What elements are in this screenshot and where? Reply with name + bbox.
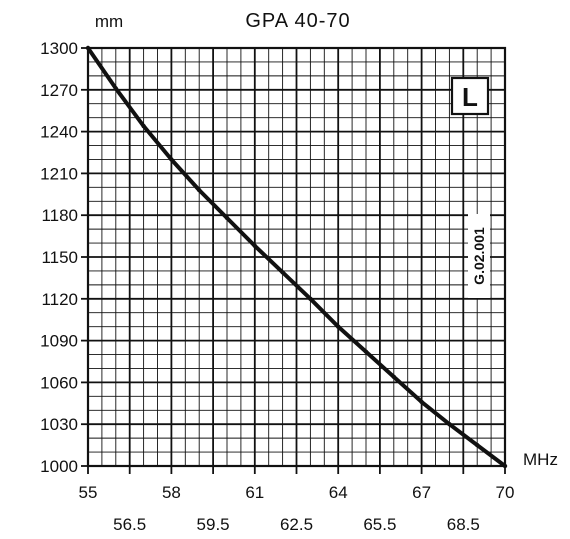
data-point: [447, 422, 452, 427]
major-gridlines: [87, 47, 506, 467]
y-tick-label: 1090: [40, 332, 78, 351]
y-tick-label: 1300: [40, 39, 78, 58]
x-tick-label-major: 70: [496, 483, 515, 502]
chart-code-label: G.02.001: [471, 227, 487, 285]
data-point: [197, 187, 202, 193]
data-point: [85, 45, 91, 51]
x-tick-label-minor: 68.5: [447, 515, 480, 534]
series-points: [85, 45, 508, 469]
y-tick-label: 1240: [40, 123, 78, 142]
data-point: [280, 270, 285, 275]
code-label-background: [468, 214, 490, 298]
data-point: [308, 296, 313, 301]
data-point: [113, 86, 119, 91]
y-tick-label: 1150: [41, 248, 78, 267]
y-tick-labels: 1000 1030 1060 1090 1120 1150 1180 1210 1240 1270…: [40, 39, 78, 476]
x-tick-label-major: 61: [245, 483, 264, 502]
badge-letter: L: [462, 82, 478, 112]
y-tick-label: 1120: [41, 290, 78, 309]
data-point: [252, 243, 257, 249]
x-tick-label-minor: 65.5: [363, 515, 396, 534]
data-point: [363, 349, 369, 354]
x-axis-unit: MHz: [523, 450, 558, 469]
x-tick-label-major: 55: [79, 483, 98, 502]
data-point: [224, 215, 230, 221]
series-line: [86, 46, 507, 468]
y-tick-label: 1030: [40, 415, 78, 434]
y-tick-label: 1060: [40, 373, 78, 392]
x-tick-label-minor: 62.5: [280, 515, 313, 534]
x-tick-label-major: 64: [329, 483, 348, 502]
data-point: [502, 463, 508, 469]
y-tick-label: 1270: [40, 81, 78, 100]
x-tick-label-major: 58: [162, 483, 181, 502]
data-point: [141, 123, 146, 129]
data-point: [336, 324, 341, 329]
y-tick-label: 1000: [40, 457, 78, 476]
y-tick-label: 1210: [40, 164, 78, 183]
chart-title: GPA 40-70: [245, 10, 350, 32]
axis-ticks: [81, 47, 506, 474]
data-point: [169, 157, 174, 162]
x-tick-label-minor: 56.5: [113, 515, 146, 534]
x-minor-tick-labels: 56.5 59.5 62.5 65.5 68.5: [113, 515, 480, 534]
x-tick-label-minor: 59.5: [197, 515, 230, 534]
y-axis-unit: mm: [95, 12, 123, 31]
badge-box: [450, 76, 490, 116]
data-point: [391, 374, 396, 380]
x-tick-label-major: 67: [412, 483, 431, 502]
y-tick-label: 1180: [41, 206, 78, 225]
x-major-tick-labels: 55 58 61 64 67 70: [79, 483, 515, 502]
data-point: [419, 399, 424, 405]
data-point: [475, 442, 480, 448]
plot-frame: [86, 46, 507, 468]
